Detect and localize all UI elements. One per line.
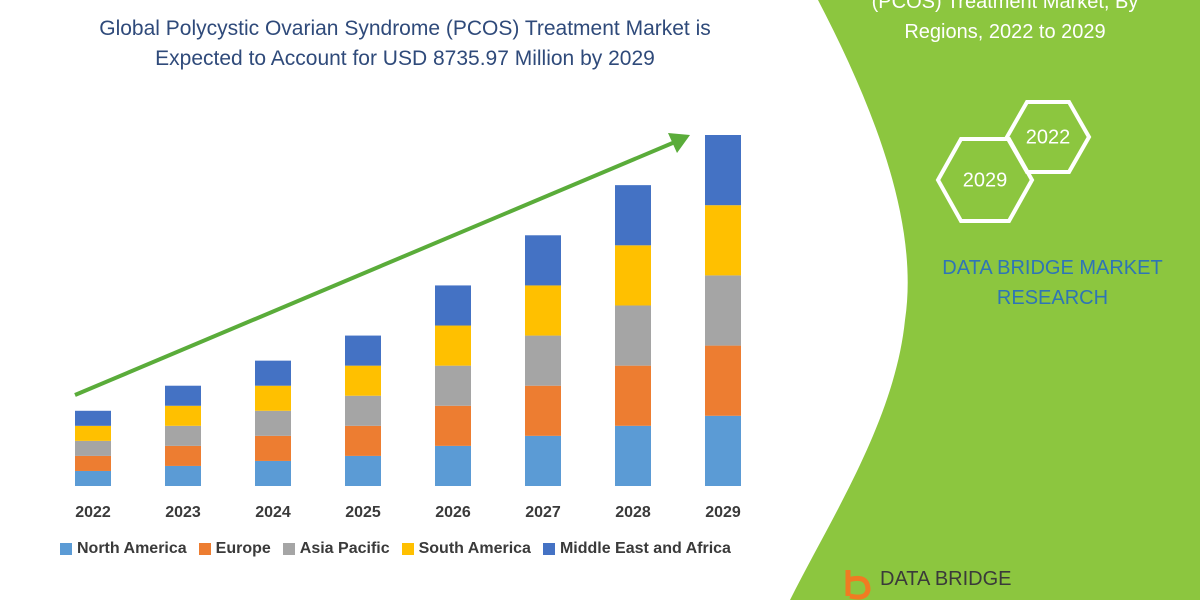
legend-label: Asia Pacific (299, 540, 390, 557)
bar-segment (525, 285, 561, 336)
bar-segment (255, 385, 291, 411)
x-tick-label: 2023 (165, 504, 201, 521)
legend-label: North America (77, 540, 187, 557)
bar-segment (345, 395, 381, 426)
legend-label: South America (418, 540, 531, 557)
bar-segment (435, 365, 471, 406)
bar-segment (165, 465, 201, 486)
bar-segment (525, 235, 561, 286)
legend-swatch (401, 543, 414, 555)
side-title: (PCOS) Treatment Market, By Regions, 202… (871, 0, 1139, 43)
bar-segment (75, 470, 111, 486)
bar-segment (165, 445, 201, 466)
legend-label: Middle East and Africa (559, 540, 731, 557)
bar-segment (705, 415, 741, 486)
bar-segment (255, 360, 291, 386)
legend-swatch (60, 543, 72, 555)
plot: 2022 2023 2024 2025 2026 2027 2028 2029 (75, 135, 741, 521)
x-tick-label: 2027 (525, 504, 561, 521)
legend-swatch (282, 543, 295, 555)
bar-segment (435, 445, 471, 486)
bar-segment (345, 365, 381, 396)
bar-segment (165, 405, 201, 426)
bar-segment (615, 365, 651, 426)
bar-segment (615, 305, 651, 366)
legend: North America Europe Asia Pacific South Ame… (60, 540, 731, 558)
bar-segment (525, 335, 561, 386)
chart-title: Global Polycystic Ovarian Syndrome (PCOS… (99, 17, 711, 70)
brand: DATA BRIDGE MARKET RESEARCH (942, 257, 1163, 309)
bar-segment (75, 440, 111, 456)
legend-label: Europe (215, 540, 271, 557)
bar-segment (75, 425, 111, 441)
hexagon-label: 2029 (963, 169, 1008, 191)
bar-segment (705, 205, 741, 276)
legend-item: Europe (198, 540, 271, 558)
hexagon-label: 2022 (1026, 126, 1071, 148)
logo-icon (845, 570, 871, 600)
arrow-head (668, 133, 690, 153)
bar-segment (435, 285, 471, 326)
bar-segment (525, 435, 561, 486)
bar-segment (345, 455, 381, 486)
bar-segment (435, 405, 471, 446)
bar-segment (255, 460, 291, 486)
x-tick-label: 2025 (345, 504, 381, 521)
legend-item: Middle East and Africa (542, 540, 731, 558)
bar-segment (615, 245, 651, 306)
x-tick-label: 2029 (705, 504, 741, 521)
x-tick-label: 2028 (615, 504, 651, 521)
bar-segment (345, 335, 381, 366)
bar-segment (165, 385, 201, 406)
bar-segment (705, 135, 741, 206)
legend-swatch (542, 543, 555, 555)
logo-text: DATA BRIDGE (880, 568, 1012, 590)
bar-segment (75, 455, 111, 471)
legend-swatch (198, 543, 211, 555)
bar-segment (615, 425, 651, 486)
bar-segment (255, 435, 291, 461)
legend-item: North America (60, 540, 187, 558)
bar-segment (345, 425, 381, 456)
bar-segment (705, 275, 741, 346)
bar-segment (435, 325, 471, 366)
legend-item: South America (401, 540, 531, 558)
bar-segment (255, 410, 291, 436)
bar-segment (705, 345, 741, 416)
x-tick-label: 2026 (435, 504, 471, 521)
bar-segment (165, 425, 201, 446)
legend-item: Asia Pacific (282, 540, 390, 558)
bar-segment (75, 410, 111, 426)
green-panel (790, 0, 1200, 600)
x-tick-label: 2022 (75, 504, 111, 521)
bar-segment (525, 385, 561, 436)
bar-segment (615, 185, 651, 246)
trend-arrow (74, 140, 676, 397)
hexagon (935, 137, 1035, 223)
x-tick-label: 2024 (255, 504, 291, 521)
